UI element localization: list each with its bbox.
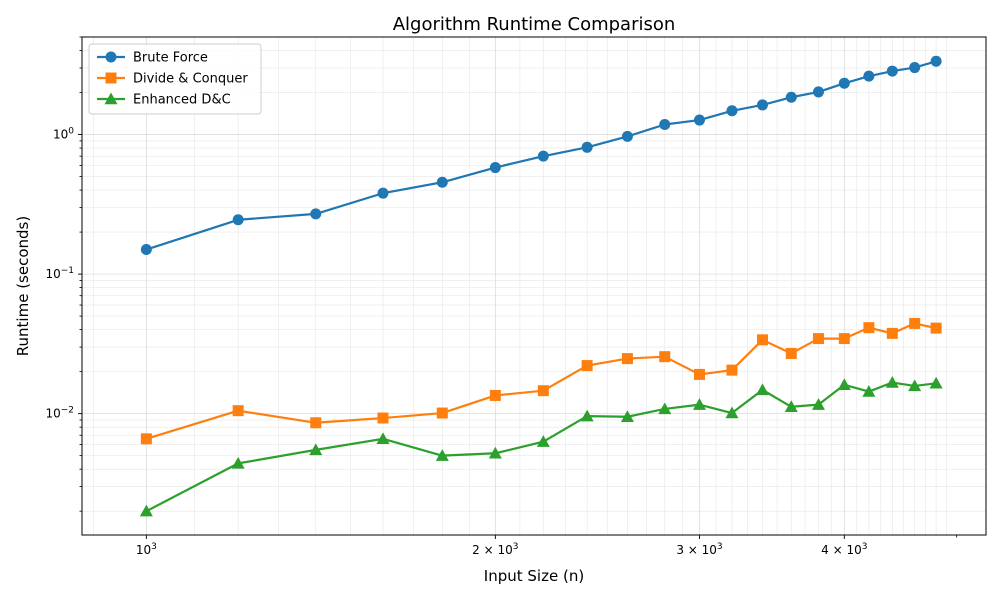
data-point xyxy=(886,65,898,77)
grid xyxy=(82,36,986,535)
data-point xyxy=(886,327,898,339)
data-point xyxy=(930,55,942,67)
data-point xyxy=(811,398,825,410)
data-point xyxy=(489,162,501,174)
data-point xyxy=(436,407,448,419)
series-2 xyxy=(139,376,943,517)
series-0 xyxy=(140,55,942,256)
data-point xyxy=(139,504,153,517)
x-tick-label: 3 × 103 xyxy=(676,542,722,557)
data-point xyxy=(785,347,797,359)
legend-item: Enhanced D&C xyxy=(97,92,231,108)
legend-item: Brute Force xyxy=(97,51,208,66)
x-tick-label: 4 × 103 xyxy=(821,542,867,557)
data-point xyxy=(812,333,824,345)
data-point xyxy=(435,449,449,461)
data-point xyxy=(909,317,921,329)
data-point xyxy=(436,176,448,188)
y-tick-label: 10−1 xyxy=(45,266,74,281)
data-point xyxy=(232,405,244,417)
y-tick-label: 100 xyxy=(53,127,74,142)
data-point xyxy=(693,368,705,380)
data-point xyxy=(726,105,738,117)
legend-marker xyxy=(105,72,117,84)
data-point xyxy=(692,398,706,410)
data-point xyxy=(725,406,739,419)
series-line xyxy=(145,381,937,513)
data-point xyxy=(376,432,390,445)
data-point xyxy=(908,379,922,392)
data-point xyxy=(693,114,705,126)
data-point xyxy=(756,99,768,111)
data-point xyxy=(785,91,797,103)
data-point xyxy=(140,244,152,256)
data-point xyxy=(659,351,671,363)
data-point xyxy=(621,353,633,365)
data-point xyxy=(581,360,593,372)
y-tick-label: 10−2 xyxy=(45,406,74,421)
data-point xyxy=(537,150,549,162)
data-point xyxy=(726,364,738,376)
data-point xyxy=(885,376,899,388)
data-point xyxy=(537,385,549,397)
legend-label: Enhanced D&C xyxy=(133,93,231,108)
legend: Brute Force Divide & Conquer Enhanced D&C xyxy=(88,43,262,115)
legend-item: Divide & Conquer xyxy=(97,72,248,87)
data-point xyxy=(377,412,389,424)
data-point xyxy=(581,141,593,153)
series-1 xyxy=(140,317,942,445)
data-point xyxy=(755,383,769,396)
data-point xyxy=(838,77,850,89)
legend-label: Brute Force xyxy=(133,51,208,66)
y-axis-label: Runtime (seconds) xyxy=(14,216,32,356)
data-point xyxy=(232,214,244,226)
data-point xyxy=(837,378,851,390)
legend-label: Divide & Conquer xyxy=(133,72,248,87)
legend-marker xyxy=(105,51,117,63)
x-tick-label: 103 xyxy=(136,542,157,557)
data-point xyxy=(231,456,245,469)
legend-box xyxy=(88,43,262,115)
data-point xyxy=(620,410,634,422)
data-point xyxy=(310,417,322,429)
x-axis-label: Input Size (n) xyxy=(484,567,584,585)
legend-marker xyxy=(104,92,118,105)
data-point xyxy=(309,443,323,456)
chart-title: Algorithm Runtime Comparison xyxy=(393,14,676,35)
data-point xyxy=(621,130,633,142)
data-point xyxy=(658,402,672,415)
data-point xyxy=(862,385,876,397)
data-point xyxy=(659,119,671,131)
data-point xyxy=(377,187,389,199)
data-point xyxy=(140,433,152,445)
data-point xyxy=(580,409,594,422)
data-point xyxy=(930,322,942,334)
ticks: 103 2 × 103 3 × 103 4 × 103 10−2 10−1 100 xyxy=(45,36,958,557)
data-point xyxy=(310,208,322,220)
series xyxy=(139,55,943,517)
data-point xyxy=(489,389,501,401)
data-point xyxy=(929,376,943,389)
data-point xyxy=(756,334,768,346)
data-point xyxy=(784,400,798,412)
x-tick-label: 2 × 103 xyxy=(472,542,518,557)
data-point xyxy=(909,62,921,74)
data-point xyxy=(863,322,875,334)
data-point xyxy=(812,86,824,98)
axes xyxy=(81,36,987,536)
data-point xyxy=(838,333,850,345)
data-point xyxy=(536,435,550,447)
data-point xyxy=(488,446,502,459)
data-point xyxy=(863,70,875,82)
plot-frame xyxy=(81,36,987,536)
